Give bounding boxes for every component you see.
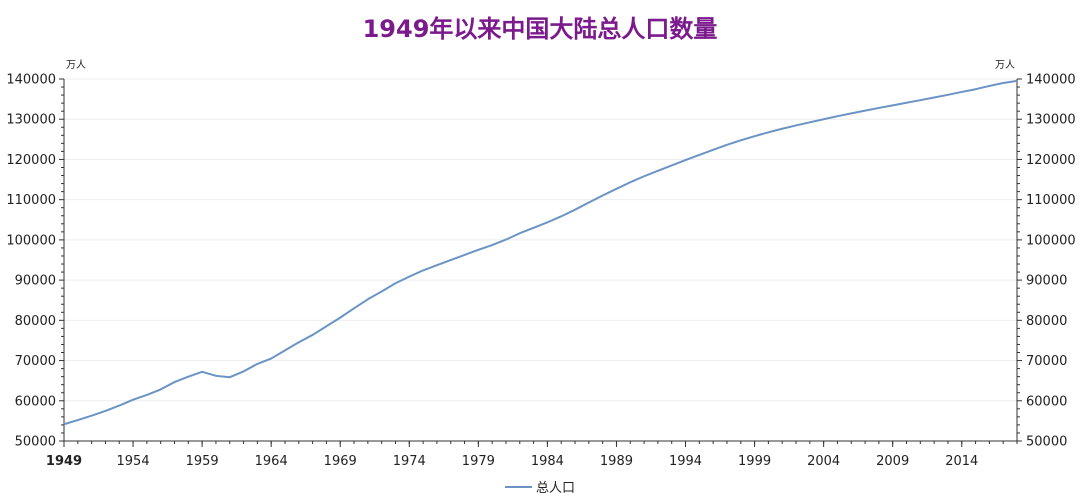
y-ticks-right: 50000 60000 70000 80000 90000 100000 110000 120… <box>1017 73 1076 450</box>
y-ticks-left: 50000 60000 70000 80000 90000 100000 110000 120… <box>6 73 64 450</box>
y-tick-label-right-130000: 130000 <box>1026 113 1076 128</box>
series-line-total-population <box>63 79 1018 426</box>
x-tick-label-1974: 1974 <box>393 454 426 469</box>
legend[interactable]: 总人口 <box>505 481 575 496</box>
y-tick-label-left-80000: 80000 <box>15 314 56 329</box>
y-tick-label-left-130000: 130000 <box>6 113 56 128</box>
y-tick-label-left-110000: 110000 <box>6 193 56 208</box>
y-tick-label-left-140000: 140000 <box>6 73 56 88</box>
y-tick-label-right-70000: 70000 <box>1026 354 1067 369</box>
y-tick-label-right-60000: 60000 <box>1026 394 1067 409</box>
y-tick-label-left-120000: 120000 <box>6 153 56 168</box>
x-tick-label-1999: 1999 <box>738 454 771 469</box>
y-tick-label-right-80000: 80000 <box>1026 314 1067 329</box>
x-tick-label-2004: 2004 <box>807 454 840 469</box>
x-tick-label-1959: 1959 <box>186 454 219 469</box>
y-axis-right-unit: 万人 <box>995 59 1015 71</box>
legend-label: 总人口 <box>536 481 575 496</box>
x-tick-label-1949: 1949 <box>46 454 82 469</box>
y-tick-label-right-100000: 100000 <box>1026 233 1076 248</box>
x-tick-label-1994: 1994 <box>669 454 702 469</box>
gridlines <box>64 78 1017 402</box>
x-tick-label-2009: 2009 <box>876 454 909 469</box>
x-tick-label-1954: 1954 <box>117 454 150 469</box>
x-ticks: 1949 1954 1959 1964 1969 1974 1979 1984 1989 1994… <box>46 441 1018 469</box>
x-tick-label-1979: 1979 <box>462 454 495 469</box>
x-tick-label-2014: 2014 <box>945 454 978 469</box>
chart-title: 1949年以来中国大陆总人口数量 <box>363 15 718 43</box>
x-tick-label-1969: 1969 <box>324 454 357 469</box>
y-tick-label-right-120000: 120000 <box>1026 153 1076 168</box>
y-tick-label-left-70000: 70000 <box>15 354 56 369</box>
x-tick-label-1984: 1984 <box>531 454 564 469</box>
y-tick-label-left-100000: 100000 <box>6 233 56 248</box>
x-tick-label-1989: 1989 <box>600 454 633 469</box>
y-tick-label-left-60000: 60000 <box>15 394 56 409</box>
y-tick-label-right-50000: 50000 <box>1026 435 1067 450</box>
y-tick-label-right-140000: 140000 <box>1026 73 1076 88</box>
y-tick-label-left-90000: 90000 <box>15 274 56 289</box>
x-tick-label-1964: 1964 <box>255 454 288 469</box>
y-tick-label-right-110000: 110000 <box>1026 193 1076 208</box>
y-tick-label-left-50000: 50000 <box>15 435 56 450</box>
y-axis-left-unit: 万人 <box>66 59 86 71</box>
y-tick-label-right-90000: 90000 <box>1026 274 1067 289</box>
